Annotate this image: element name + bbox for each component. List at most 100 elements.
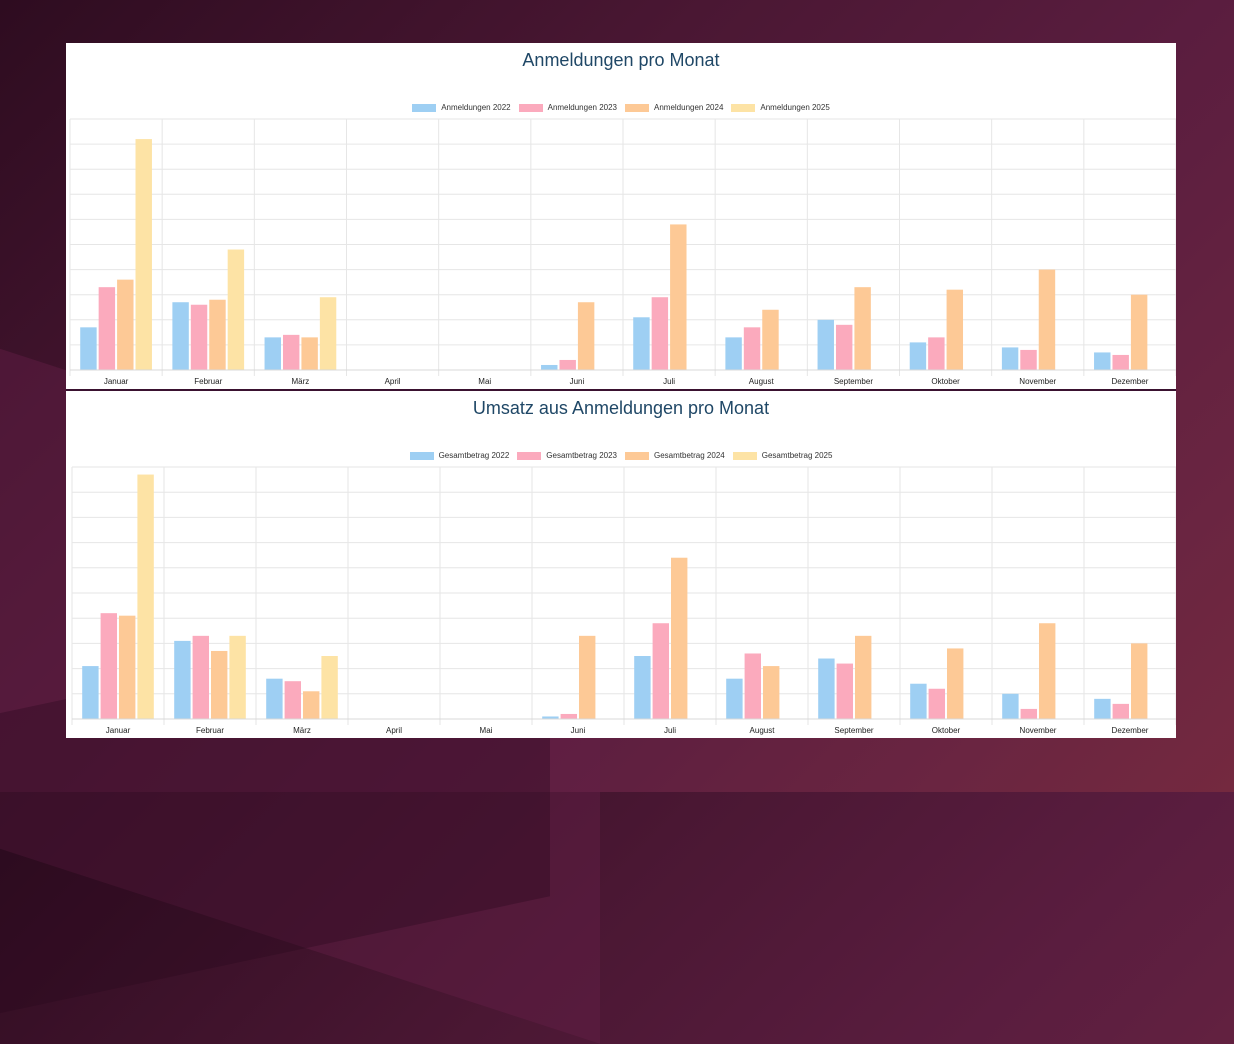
bar-2023-6 <box>652 623 669 719</box>
bar-chart-registrations: Januar Februar März April Mai Juni Juli August S… <box>69 118 1176 386</box>
x-tick-label: April <box>386 726 402 735</box>
legend-item-2023[interactable]: Gesamtbetrag 2023 <box>517 451 617 460</box>
x-tick-label: Februar <box>194 377 222 386</box>
bar-2022-6 <box>633 317 650 370</box>
x-tick-label: März <box>292 377 310 386</box>
bar-chart-revenue: Januar Februar März April Mai Juni Juli August S… <box>71 466 1176 735</box>
chart-panel-revenue: Umsatz aus Anmeldungen pro Monat Gesamtb… <box>66 391 1176 738</box>
bar-2022-1 <box>174 640 191 719</box>
bar-2023-1 <box>192 635 209 719</box>
legend-swatch <box>625 103 649 112</box>
bar-2022-1 <box>172 302 189 370</box>
bar-2025-2 <box>319 297 337 370</box>
x-tick-label: Juni <box>570 377 585 386</box>
x-tick-label: Januar <box>104 377 129 386</box>
x-tick-label: November <box>1019 377 1056 386</box>
bar-2022-7 <box>725 337 742 370</box>
bar-2025-0 <box>137 474 154 719</box>
bar-2022-2 <box>266 678 283 719</box>
bar-2023-8 <box>835 324 853 370</box>
x-tick-label: August <box>749 377 775 386</box>
legend-swatch <box>518 103 543 112</box>
bar-2022-9 <box>909 342 927 370</box>
bar-2022-8 <box>818 658 835 719</box>
x-tick-label: September <box>834 726 873 735</box>
bar-2023-9 <box>928 337 945 370</box>
bar-2024-5 <box>577 302 595 370</box>
bar-2024-8 <box>855 635 872 719</box>
bar-2022-7 <box>726 678 743 719</box>
x-tick-label: November <box>1020 726 1057 735</box>
x-tick-label: Dezember <box>1111 377 1148 386</box>
bar-2024-6 <box>671 557 688 719</box>
chart-title: Anmeldungen pro Monat <box>522 50 720 70</box>
legend-item-2025[interactable]: Gesamtbetrag 2025 <box>732 451 833 460</box>
bar-2022-2 <box>264 337 281 370</box>
bar-2023-10 <box>1020 708 1037 719</box>
x-tick-label: Juli <box>664 726 676 735</box>
x-tick-label: Mai <box>480 726 493 735</box>
chart-panel-registrations: Anmeldungen pro Monat Anmeldungen 2022 A… <box>66 43 1176 391</box>
bar-2024-2 <box>303 691 320 719</box>
bar-2022-6 <box>634 656 651 719</box>
legend-swatch <box>517 451 542 460</box>
legend-item-2022[interactable]: Anmeldungen 2022 <box>412 103 511 112</box>
x-tick-label: Juli <box>663 377 675 386</box>
bar-2023-11 <box>1112 703 1129 719</box>
x-tick-label: Oktober <box>932 726 961 735</box>
legend-label: Gesamtbetrag 2025 <box>761 451 833 460</box>
bar-2023-2 <box>284 681 301 719</box>
x-tick-label: Mai <box>478 377 491 386</box>
bar-2023-11 <box>1112 354 1129 370</box>
bar-2025-0 <box>135 139 152 370</box>
bar-2024-11 <box>1131 643 1148 719</box>
bar-2022-0 <box>82 666 99 719</box>
legend-swatch <box>412 103 437 112</box>
legend-item-2025[interactable]: Anmeldungen 2025 <box>731 103 830 112</box>
bar-2024-10 <box>1039 623 1056 719</box>
bar-2024-6 <box>670 224 687 370</box>
bar-2024-2 <box>301 337 318 370</box>
bar-2022-11 <box>1094 352 1111 370</box>
legend-item-2023[interactable]: Anmeldungen 2023 <box>518 103 617 112</box>
bar-2025-1 <box>229 635 246 719</box>
x-tick-label: Dezember <box>1112 726 1149 735</box>
bar-2023-7 <box>743 327 761 370</box>
bar-2022-10 <box>1001 347 1019 370</box>
bar-2024-10 <box>1038 269 1056 370</box>
legend-swatch <box>732 451 757 460</box>
bar-2023-1 <box>190 304 208 370</box>
x-tick-label: September <box>834 377 873 386</box>
legend-item-2024[interactable]: Anmeldungen 2024 <box>625 103 723 112</box>
bar-2024-1 <box>211 650 228 719</box>
x-tick-label: April <box>385 377 401 386</box>
legend-swatch <box>731 103 756 112</box>
x-tick-label: Oktober <box>931 377 960 386</box>
bar-2024-7 <box>763 666 780 719</box>
bar-2024-9 <box>946 289 964 370</box>
x-tick-label: Februar <box>196 726 224 735</box>
x-tick-label: Juni <box>571 726 586 735</box>
x-tick-label: August <box>750 726 776 735</box>
bar-2022-9 <box>910 683 927 719</box>
bar-2022-5 <box>541 364 558 370</box>
legend-item-2024[interactable]: Gesamtbetrag 2024 <box>625 451 725 460</box>
legend-label: Anmeldungen 2024 <box>654 103 724 112</box>
legend-item-2022[interactable]: Gesamtbetrag 2022 <box>409 451 509 460</box>
bar-2023-10 <box>1020 349 1037 370</box>
chart-legend: Gesamtbetrag 2022 Gesamtbetrag 2023 Gesa… <box>66 451 1176 460</box>
bar-2024-0 <box>117 279 134 370</box>
x-tick-label: März <box>293 726 311 735</box>
bar-2025-2 <box>321 656 338 719</box>
bar-2024-8 <box>854 287 871 370</box>
bar-2025-1 <box>227 249 245 370</box>
bar-2022-0 <box>80 327 97 370</box>
legend-label: Gesamtbetrag 2023 <box>546 451 617 460</box>
bar-2024-9 <box>947 648 964 719</box>
legend-label: Anmeldungen 2025 <box>760 103 830 112</box>
bar-2023-5 <box>559 359 576 370</box>
chart-legend: Anmeldungen 2022 Anmeldungen 2023 Anmeld… <box>66 103 1176 112</box>
bar-2023-5 <box>560 713 577 719</box>
bar-2024-7 <box>762 309 779 370</box>
bar-2022-5 <box>542 716 559 719</box>
